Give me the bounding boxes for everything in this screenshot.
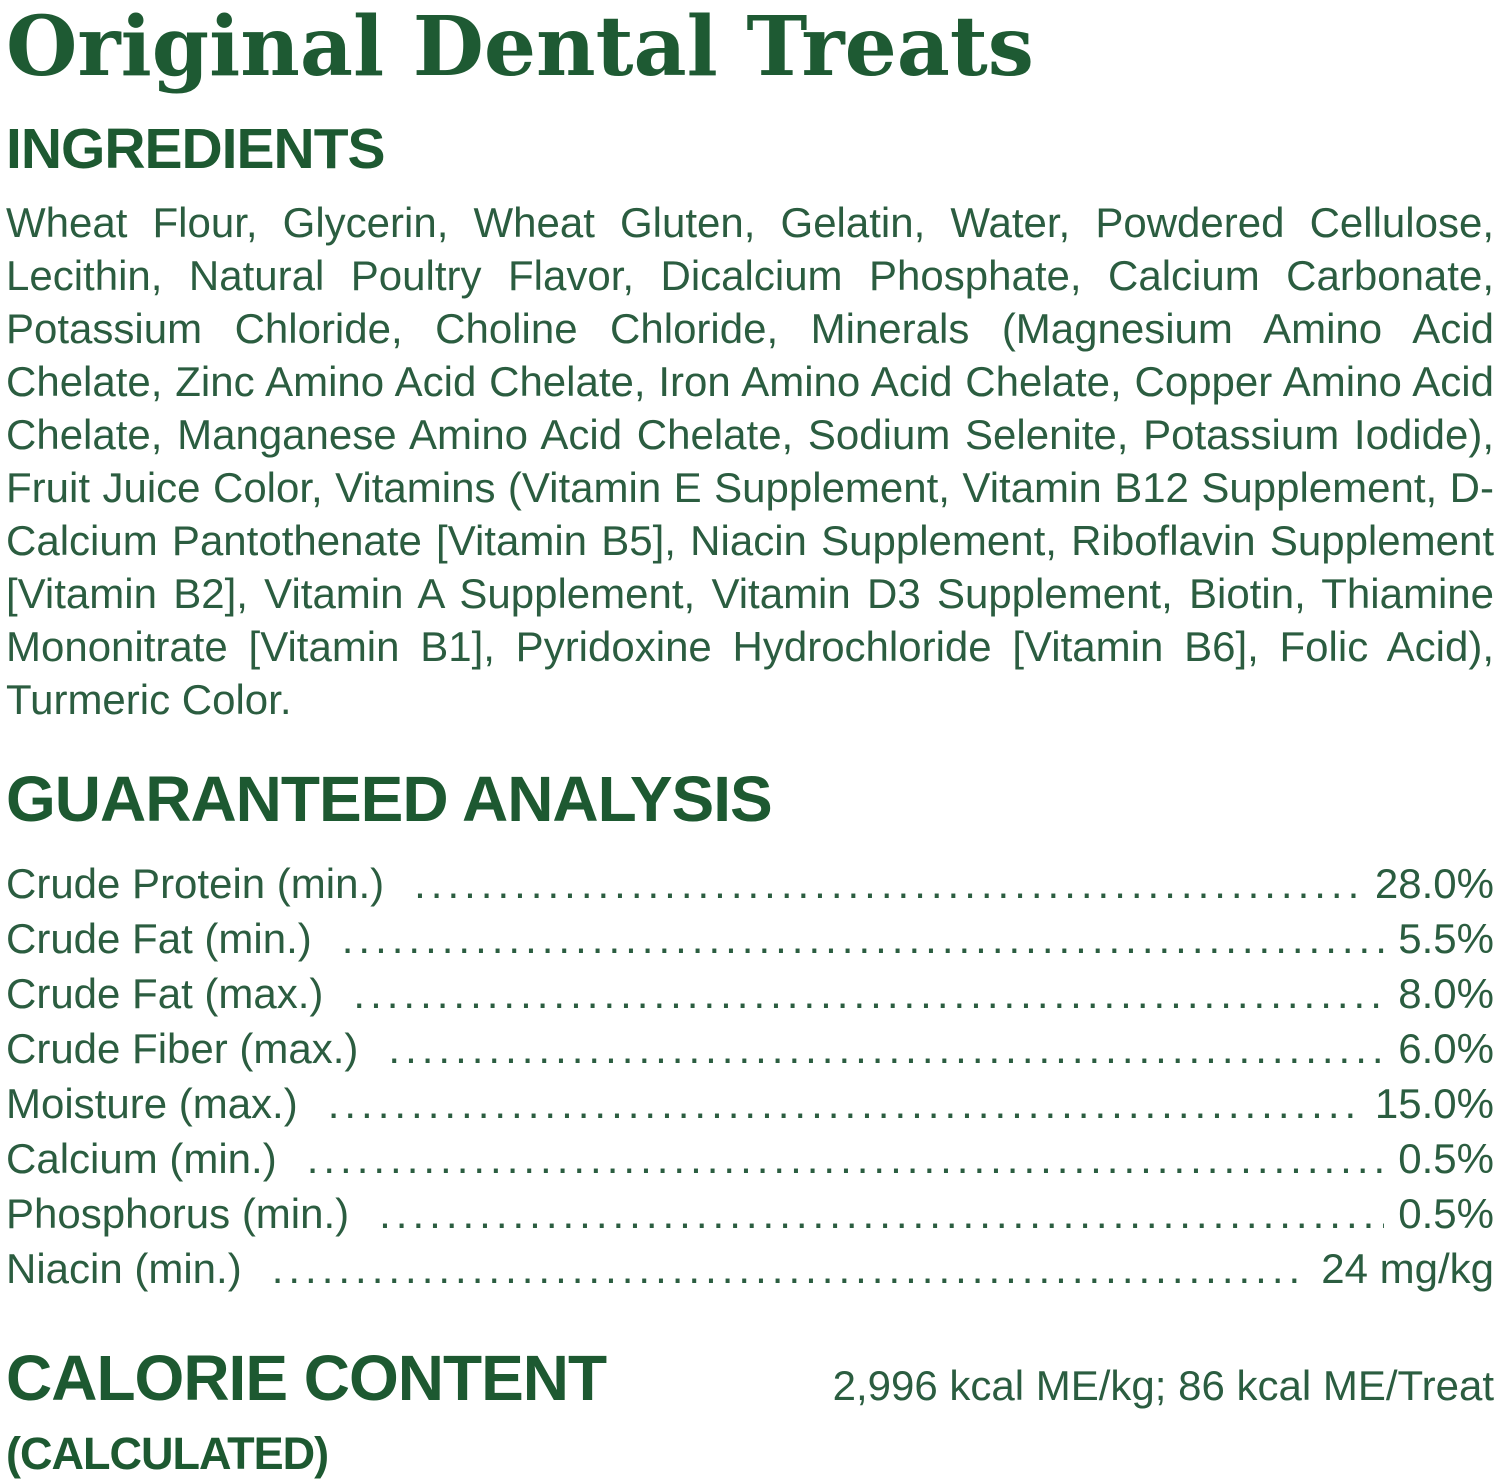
dot-leader: ........................................… (306, 1134, 1385, 1182)
guaranteed-analysis-heading: GUARANTEED ANALYSIS (6, 762, 773, 835)
analysis-row-value: 24 mg/kg (1321, 1244, 1494, 1292)
dot-leader: ........................................… (327, 1079, 1361, 1127)
dot-leader: ........................................… (341, 914, 1385, 962)
dot-leader: ........................................… (414, 859, 1361, 907)
analysis-row-niacin-min: Niacin (min.) ..........................… (6, 1241, 1494, 1296)
analysis-row-value: 8.0% (1398, 969, 1494, 1017)
analysis-row-crude-protein-min: Crude Protein (min.) ...................… (6, 856, 1494, 911)
analysis-row-calcium-min: Calcium (min.) .........................… (6, 1131, 1494, 1186)
analysis-row-label: Phosphorus (min.) (6, 1189, 350, 1237)
analysis-row-crude-fat-min: Crude Fat (min.) .......................… (6, 911, 1494, 966)
analysis-row-crude-fiber-max: Crude Fiber (max.) .....................… (6, 1021, 1494, 1076)
dot-leader: ........................................… (379, 1189, 1384, 1237)
guaranteed-analysis-table: Crude Protein (min.) ...................… (6, 856, 1494, 1296)
analysis-row-label: Crude Fat (min.) (6, 914, 312, 962)
calorie-content-section: CALORIE CONTENT (CALCULATED) 2,996 kcal … (6, 1346, 1494, 1480)
calorie-content-heading-line1: CALORIE CONTENT (6, 1341, 607, 1414)
dot-leader: ........................................… (271, 1244, 1308, 1292)
analysis-row-phosphorus-min: Phosphorus (min.) ......................… (6, 1186, 1494, 1241)
analysis-row-moisture-max: Moisture (max.) ........................… (6, 1076, 1494, 1131)
analysis-row-value: 0.5% (1398, 1189, 1494, 1237)
calorie-content-value: 2,996 kcal ME/kg; 86 kcal ME/Treat (832, 1361, 1494, 1409)
analysis-row-label: Moisture (max.) (6, 1079, 298, 1127)
analysis-row-label: Calcium (min.) (6, 1134, 277, 1182)
analysis-row-value: 5.5% (1398, 914, 1494, 962)
page-title: Original Dental Treats (6, 0, 1034, 95)
analysis-row-value: 0.5% (1398, 1134, 1494, 1182)
analysis-row-crude-fat-max: Crude Fat (max.) .......................… (6, 966, 1494, 1021)
ingredients-text: Wheat Flour, Glycerin, Wheat Gluten, Gel… (6, 198, 1494, 723)
analysis-row-value: 15.0% (1374, 1079, 1494, 1127)
ingredients-heading: INGREDIENTS (6, 116, 386, 181)
analysis-row-label: Crude Fiber (max.) (6, 1024, 359, 1072)
analysis-row-label: Crude Protein (min.) (6, 859, 385, 907)
calorie-content-heading-line2: (CALCULATED) (6, 1427, 329, 1479)
dot-leader: ........................................… (388, 1024, 1384, 1072)
calorie-content-heading: CALORIE CONTENT (CALCULATED) (6, 1341, 607, 1480)
analysis-row-label: Niacin (min.) (6, 1244, 242, 1292)
analysis-row-label: Crude Fat (max.) (6, 969, 324, 1017)
dot-leader: ........................................… (353, 969, 1385, 1017)
analysis-row-value: 28.0% (1374, 859, 1494, 907)
analysis-row-value: 6.0% (1398, 1024, 1494, 1072)
